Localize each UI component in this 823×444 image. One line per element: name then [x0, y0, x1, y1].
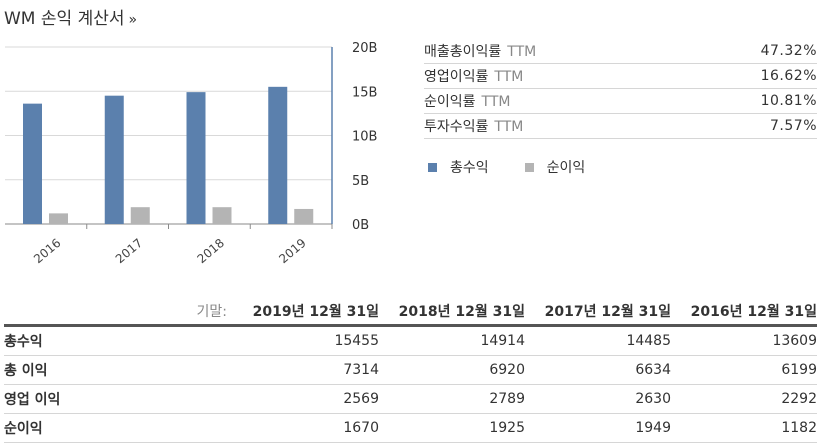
table-cell: 13609	[772, 333, 817, 349]
ratio-value: 16.62%	[760, 68, 817, 84]
revenue-chart: 0B 5B 10B 15B 20B 2016 2017 2018 2019	[5, 41, 377, 266]
ratio-value: 47.32%	[760, 43, 817, 59]
table-row: 순이익 1670 1925 1949 1182	[4, 414, 817, 443]
table-cell: 2630	[635, 391, 671, 407]
column-header: 2016년 12월 31일	[690, 303, 817, 320]
ratio-name: 순이익률	[424, 94, 476, 110]
x-tick-label: 2019	[276, 236, 308, 266]
period-label: 기말:	[196, 303, 227, 320]
x-tick-label: 2017	[113, 236, 145, 266]
y-tick-label: 20B	[352, 41, 377, 56]
ratio-name: 영업이익률	[424, 69, 489, 85]
ratio-row: 순이익률 TTM 10.81%	[424, 89, 817, 114]
table-cell: 6199	[781, 362, 817, 378]
legend-swatch	[428, 162, 437, 172]
bar-net-income	[212, 207, 232, 224]
table-cell: 7314	[343, 362, 379, 378]
table-cell: 1670	[343, 420, 379, 436]
x-tick-label: 2018	[195, 236, 227, 266]
ratio-name: 매출총이익률	[424, 44, 502, 60]
bar-revenue	[104, 95, 124, 224]
legend-label: 순이익	[546, 160, 586, 176]
bar-net-income	[49, 213, 68, 224]
table-header: 기말: 2019년 12월 31일 2018년 12월 31일 2017년 12…	[4, 297, 817, 327]
table-cell: 6634	[635, 362, 671, 378]
x-tick-label: 2016	[31, 236, 63, 266]
row-label: 순이익	[4, 421, 43, 437]
table-cell: 14914	[480, 333, 525, 349]
ratio-ttm: TTM	[494, 119, 524, 135]
bar-revenue	[23, 103, 42, 224]
chart-legend: 총수익 순이익	[428, 157, 621, 177]
table-cell: 2789	[489, 391, 525, 407]
table-row: 총 이익 7314 6920 6634 6199	[4, 356, 817, 385]
row-label: 총수익	[4, 334, 43, 350]
ratio-list: 매출총이익률 TTM 47.32% 영업이익률 TTM 16.62% 순이익률 TTM…	[424, 39, 817, 139]
column-header: 2018년 12월 31일	[398, 303, 525, 320]
table-cell: 6920	[489, 362, 525, 378]
table-cell: 1182	[781, 420, 817, 436]
bar-revenue	[268, 86, 288, 224]
ratio-ttm: TTM	[494, 69, 524, 85]
ratio-value: 10.81%	[760, 93, 817, 109]
legend-swatch	[524, 162, 534, 172]
page-title-text: WM 손익 계산서	[4, 9, 125, 29]
more-arrow-icon: »	[128, 12, 138, 28]
legend-item-revenue: 총수익	[428, 157, 489, 177]
table-row: 영업 이익 2569 2789 2630 2292	[4, 385, 817, 414]
y-tick-label: 0B	[352, 218, 369, 233]
legend-item-net-income: 순이익	[524, 157, 586, 177]
y-tick-label: 5B	[352, 174, 369, 189]
y-tick-label: 10B	[352, 130, 377, 145]
ratio-ttm: TTM	[481, 94, 511, 110]
table-cell: 1949	[635, 420, 671, 436]
ratio-name: 투자수익률	[424, 119, 489, 135]
table-cell: 14485	[626, 333, 671, 349]
legend-label: 총수익	[450, 160, 489, 176]
row-label: 영업 이익	[4, 392, 61, 408]
row-label: 총 이익	[4, 363, 48, 379]
ratio-ttm: TTM	[507, 44, 537, 60]
column-header: 2019년 12월 31일	[252, 303, 379, 320]
column-header: 2017년 12월 31일	[544, 303, 671, 320]
income-table: 기말: 2019년 12월 31일 2018년 12월 31일 2017년 12…	[4, 297, 817, 443]
page-title[interactable]: WM 손익 계산서»	[4, 4, 137, 29]
bar-revenue	[186, 92, 206, 224]
table-cell: 2569	[343, 391, 379, 407]
bar-net-income	[130, 207, 150, 224]
table-row: 총수익 15455 14914 14485 13609	[4, 327, 817, 356]
table-cell: 15455	[334, 333, 379, 349]
y-tick-label: 15B	[352, 85, 377, 100]
table-cell: 1925	[489, 420, 525, 436]
ratio-value: 7.57%	[770, 118, 817, 134]
table-cell: 2292	[781, 391, 817, 407]
ratio-row: 투자수익률 TTM 7.57%	[424, 114, 817, 139]
ratio-row: 매출총이익률 TTM 47.32%	[424, 39, 817, 64]
ratio-row: 영업이익률 TTM 16.62%	[424, 64, 817, 89]
bar-net-income	[294, 208, 314, 224]
